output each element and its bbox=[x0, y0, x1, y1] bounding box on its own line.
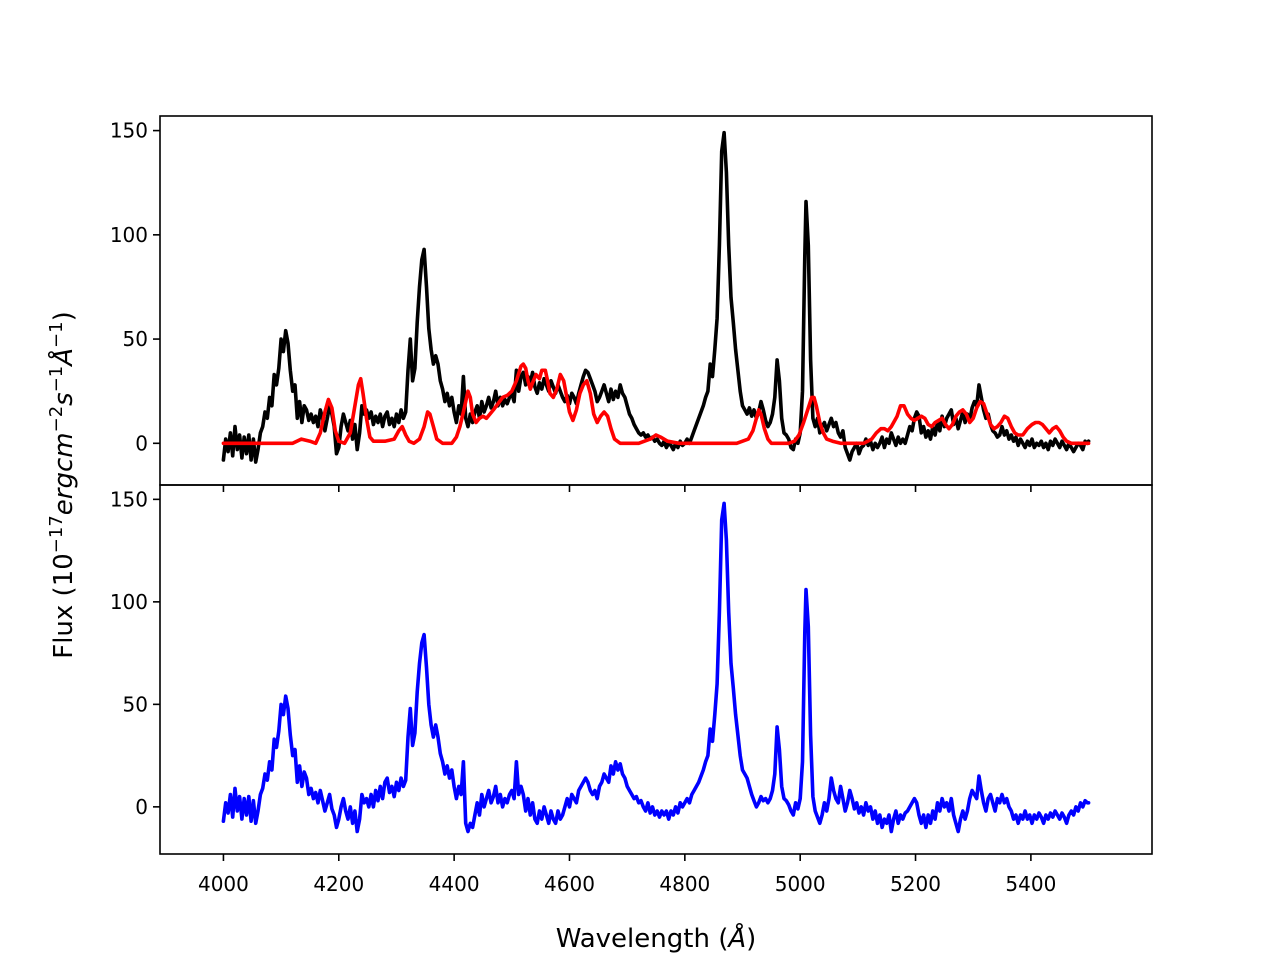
bottom-y-tick-label: 100 bbox=[110, 590, 148, 614]
bottom-panel-x-axis: 4000 4200 4400 4600 4800 5000 5200 5400 bbox=[198, 854, 1056, 896]
bottom-panel-y-axis: 0 50 100 150 bbox=[110, 487, 160, 819]
bottom-y-tick-label: 50 bbox=[123, 692, 148, 716]
bottom-x-tick-label: 4400 bbox=[429, 872, 480, 896]
bottom-x-tick-label: 4600 bbox=[544, 872, 595, 896]
top-y-tick-label: 150 bbox=[110, 119, 148, 143]
top-panel: 0 50 100 150 bbox=[110, 115, 1153, 492]
top-series-line-1 bbox=[221, 362, 1091, 446]
bottom-y-tick-label: 0 bbox=[135, 795, 148, 819]
bottom-y-tick-label: 150 bbox=[110, 487, 148, 511]
top-y-tick-label: 0 bbox=[135, 431, 148, 455]
top-y-tick-label: 100 bbox=[110, 223, 148, 247]
top-panel-y-axis: 0 50 100 150 bbox=[110, 119, 160, 455]
bottom-x-tick-label: 4000 bbox=[198, 872, 249, 896]
top-panel-x-axis bbox=[222, 485, 1032, 492]
top-panel-series bbox=[221, 130, 1091, 464]
x-axis-label: Wavelength (Å) bbox=[556, 922, 757, 954]
top-y-tick-label: 50 bbox=[123, 327, 148, 351]
bottom-panel: 0 50 100 150 4000 4200 4400 4600 4800 5000 5200 54… bbox=[110, 484, 1153, 896]
bottom-x-tick-label: 4200 bbox=[313, 872, 364, 896]
bottom-panel-frame bbox=[159, 484, 1153, 855]
bottom-x-tick-label: 5200 bbox=[890, 872, 941, 896]
bottom-x-tick-label: 4800 bbox=[659, 872, 710, 896]
bottom-x-tick-label: 5000 bbox=[775, 872, 826, 896]
bottom-x-tick-label: 5400 bbox=[1005, 872, 1056, 896]
bottom-panel-series bbox=[221, 501, 1091, 834]
bottom-series-line-0 bbox=[221, 501, 1091, 834]
y-axis-label: Flux (10−17ergcm−2s−1Å−1) bbox=[46, 311, 79, 659]
